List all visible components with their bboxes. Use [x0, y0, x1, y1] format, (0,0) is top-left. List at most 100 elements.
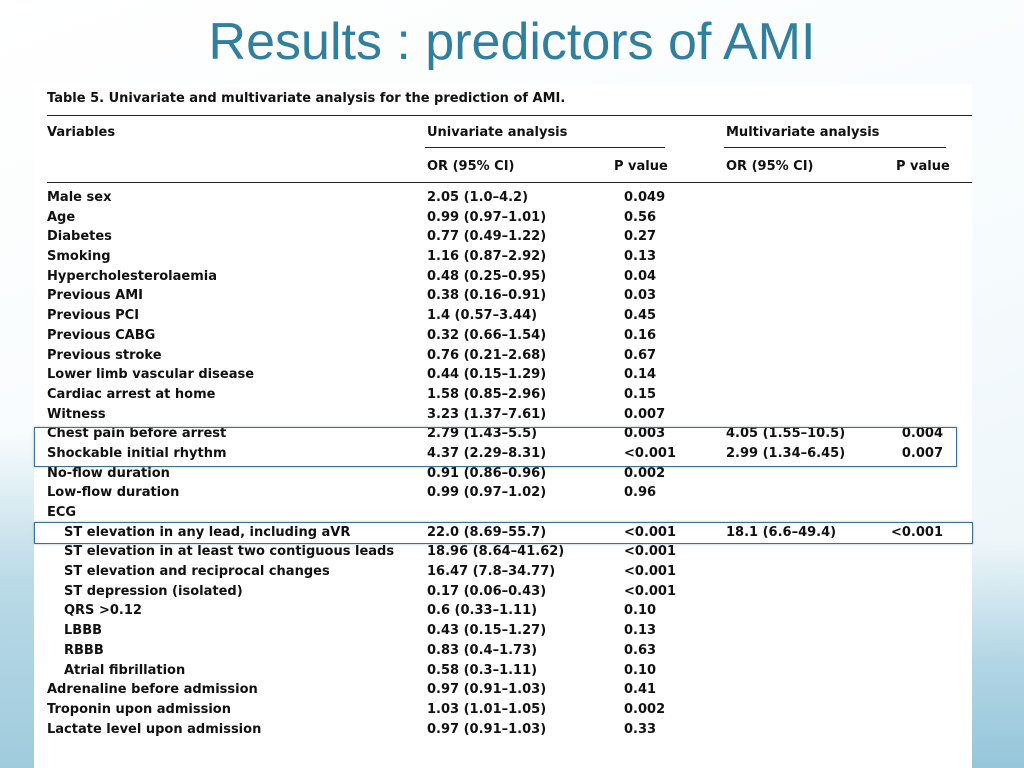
univariate-group-rule	[425, 147, 665, 148]
table-caption-label: Table 5.	[47, 91, 105, 106]
table-row: Previous PCI 1.4 (0.57–3.44) 0.45	[34, 306, 972, 326]
row-multivariate-p-value: 0.004	[901, 426, 943, 442]
header-p-value-univariate: P value	[614, 159, 668, 174]
row-univariate-or: 0.6 (0.33–1.11)	[427, 603, 538, 619]
row-univariate-p-value: <0.001	[624, 544, 677, 560]
table-row: No-flow duration 0.91 (0.86–0.96) 0.002	[34, 464, 972, 484]
row-univariate-or: 0.44 (0.15–1.29)	[427, 367, 547, 383]
row-univariate-p-value: 0.45	[624, 308, 657, 324]
row-univariate-or: 4.37 (2.29–8.31)	[427, 445, 547, 461]
row-multivariate-or: 18.1 (6.6–49.4)	[726, 524, 837, 540]
table-row: Previous CABG 0.32 (0.66–1.54) 0.16	[34, 326, 972, 346]
table-row: Chest pain before arrest 2.79 (1.43–5.5) 0…	[34, 424, 972, 444]
row-univariate-or: 1.58 (0.85–2.96)	[427, 386, 547, 402]
table-row: Lactate level upon admission 0.97 (0.91–1…	[34, 720, 972, 740]
row-univariate-or: 2.79 (1.43–5.5)	[427, 426, 538, 442]
row-univariate-p-value: 0.67	[624, 347, 657, 363]
table-row: Atrial fibrillation 0.58 (0.3–1.11) 0.10	[34, 661, 972, 681]
table-row: Previous AMI 0.38 (0.16–0.91) 0.03	[34, 286, 972, 306]
row-univariate-or: 16.47 (7.8–34.77)	[427, 564, 556, 580]
row-univariate-or: 1.16 (0.87–2.92)	[427, 249, 547, 265]
row-univariate-p-value: 0.56	[624, 209, 657, 225]
row-variable: Troponin upon admission	[47, 701, 231, 717]
row-univariate-p-value: <0.001	[624, 583, 677, 599]
row-univariate-or: 0.97 (0.91–1.03)	[427, 682, 547, 698]
row-univariate-or: 0.58 (0.3–1.11)	[427, 662, 538, 678]
table-row: QRS >0.12 0.6 (0.33–1.11) 0.10	[34, 601, 972, 621]
table-row: Hypercholesterolaemia 0.48 (0.25–0.95) 0.0…	[34, 267, 972, 287]
row-variable: Chest pain before arrest	[47, 426, 227, 442]
highlight-box-clinical-predictors	[34, 427, 957, 467]
table-row: ST elevation and reciprocal changes 16.47…	[34, 562, 972, 582]
row-univariate-or: 0.48 (0.25–0.95)	[427, 268, 547, 284]
row-multivariate-p-value: 0.007	[901, 445, 943, 461]
row-univariate-p-value: 0.049	[624, 190, 666, 205]
row-univariate-p-value: 0.96	[624, 485, 657, 501]
table-row: ST depression (isolated) 0.17 (0.06–0.43)…	[34, 582, 972, 602]
row-univariate-p-value: 0.15	[624, 386, 657, 402]
row-univariate-p-value: 0.13	[624, 623, 657, 639]
header-multivariate: Multivariate analysis	[726, 125, 880, 140]
row-univariate-or: 0.91 (0.86–0.96)	[427, 465, 547, 481]
row-univariate-p-value: <0.001	[624, 564, 677, 580]
table-row: Cardiac arrest at home 1.58 (0.85–2.96) 0.…	[34, 385, 972, 405]
row-univariate-or: 1.03 (1.01–1.05)	[427, 701, 547, 717]
row-univariate-p-value: 0.33	[624, 721, 657, 737]
header-univariate: Univariate analysis	[427, 125, 568, 140]
row-univariate-p-value: <0.001	[624, 445, 677, 461]
row-variable: Previous CABG	[47, 327, 156, 343]
row-univariate-p-value: 0.16	[624, 327, 657, 343]
row-multivariate-or: 2.99 (1.34–6.45)	[726, 445, 846, 461]
table-row: Smoking 1.16 (0.87–2.92) 0.13	[34, 247, 972, 267]
header-or-ci-univariate: OR (95% CI)	[427, 159, 515, 174]
row-variable: Previous PCI	[47, 308, 140, 324]
row-univariate-or: 0.76 (0.21–2.68)	[427, 347, 547, 363]
row-variable: Previous AMI	[47, 288, 143, 304]
header-variables: Variables	[47, 125, 116, 140]
table-caption: Table 5. Univariate and multivariate ana…	[47, 91, 565, 106]
table-row: Male sex 2.05 (1.0–4.2) 0.049	[34, 188, 972, 208]
row-univariate-or: 0.38 (0.16–0.91)	[427, 288, 547, 304]
row-univariate-p-value: <0.001	[624, 524, 677, 540]
row-variable: ST elevation in any lead, including aVR	[64, 524, 351, 540]
slide-background-accent-left	[0, 430, 34, 768]
row-variable: Adrenaline before admission	[47, 682, 258, 698]
row-univariate-or: 0.97 (0.91–1.03)	[427, 721, 547, 737]
row-univariate-or: 22.0 (8.69–55.7)	[427, 524, 547, 540]
table-row: Shockable initial rhythm 4.37 (2.29–8.31)…	[34, 444, 972, 464]
table-row: ECG	[34, 503, 972, 523]
row-univariate-or: 0.43 (0.15–1.27)	[427, 623, 547, 639]
row-univariate-p-value: 0.007	[624, 406, 666, 422]
row-variable: Shockable initial rhythm	[47, 445, 227, 461]
row-variable: Smoking	[47, 249, 111, 265]
multivariate-group-rule	[724, 147, 946, 148]
row-univariate-p-value: 0.27	[624, 229, 657, 245]
row-univariate-p-value: 0.002	[624, 465, 666, 481]
table-row: Adrenaline before admission 0.97 (0.91–1.…	[34, 680, 972, 700]
table-row: Witness 3.23 (1.37–7.61) 0.007	[34, 405, 972, 425]
slide-title: Results : predictors of AMI	[208, 13, 816, 71]
row-univariate-or: 1.4 (0.57–3.44)	[427, 308, 538, 324]
row-univariate-p-value: 0.003	[624, 426, 666, 442]
slide-background-accent-right	[972, 540, 1024, 768]
table-row: Troponin upon admission 1.03 (1.01–1.05) 0…	[34, 700, 972, 720]
row-multivariate-p-value: <0.001	[890, 524, 943, 540]
table-row: Age 0.99 (0.97–1.01) 0.56	[34, 208, 972, 228]
table-row: ST elevation in at least two contiguous …	[34, 542, 972, 562]
row-variable: ECG	[47, 505, 77, 520]
row-variable: RBBB	[64, 642, 104, 658]
row-univariate-or: 0.83 (0.4–1.73)	[427, 642, 538, 658]
row-multivariate-or: 4.05 (1.55–10.5)	[726, 426, 846, 442]
row-univariate-or: 0.99 (0.97–1.01)	[427, 209, 547, 225]
row-variable: Diabetes	[47, 229, 112, 245]
row-univariate-p-value: 0.63	[624, 642, 657, 658]
row-variable: ST elevation in at least two contiguous …	[64, 544, 395, 560]
row-univariate-or: 0.32 (0.66–1.54)	[427, 327, 547, 343]
table-caption-text: Univariate and multivariate analysis for…	[108, 91, 566, 106]
results-table: Table 5. Univariate and multivariate ana…	[34, 84, 972, 768]
table-row: Diabetes 0.77 (0.49–1.22) 0.27	[34, 227, 972, 247]
row-univariate-or: 2.05 (1.0–4.2)	[427, 190, 529, 205]
row-univariate-p-value: 0.10	[624, 603, 657, 619]
row-univariate-or: 3.23 (1.37–7.61)	[427, 406, 547, 422]
row-variable: Witness	[47, 406, 106, 422]
